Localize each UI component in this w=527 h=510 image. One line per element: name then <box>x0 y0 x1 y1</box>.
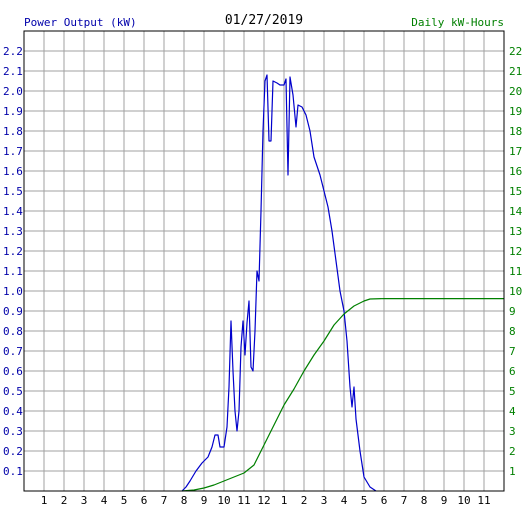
left-tick-label: 1.5 <box>3 185 23 198</box>
x-tick-label: 7 <box>161 494 168 507</box>
right-tick-label: 6 <box>509 365 516 378</box>
power-line <box>181 74 377 492</box>
left-tick-label: 2.1 <box>3 65 23 78</box>
left-tick-label: 0.8 <box>3 325 23 338</box>
left-tick-label: 1.3 <box>3 225 23 238</box>
x-tick-label: 3 <box>81 494 88 507</box>
x-tick-label: 1 <box>41 494 48 507</box>
left-tick-label: 1.2 <box>3 245 23 258</box>
chart-title: 01/27/2019 <box>225 13 303 28</box>
x-tick-label: 2 <box>301 494 308 507</box>
right-tick-label: 3 <box>509 425 516 438</box>
right-tick-label: 17 <box>509 145 522 158</box>
left-tick-label: 1.7 <box>3 145 23 158</box>
left-tick-label: 0.2 <box>3 445 23 458</box>
right-tick-label: 18 <box>509 125 522 138</box>
plot-frame <box>23 30 505 492</box>
x-tick-label: 3 <box>321 494 328 507</box>
grid-lines <box>24 31 504 491</box>
x-tick-label: 2 <box>61 494 68 507</box>
left-tick-label: 0.6 <box>3 365 23 378</box>
right-tick-label: 4 <box>509 405 516 418</box>
right-tick-label: 15 <box>509 185 522 198</box>
right-tick-label: 2 <box>509 445 516 458</box>
right-tick-label: 7 <box>509 345 516 358</box>
left-tick-label: 1.1 <box>3 265 23 278</box>
left-axis-label: Power Output (kW) <box>24 16 137 29</box>
x-tick-label: 9 <box>201 494 208 507</box>
left-tick-label: 1.6 <box>3 165 23 178</box>
right-tick-label: 5 <box>509 385 516 398</box>
x-tick-label: 12 <box>257 494 270 507</box>
x-tick-label: 10 <box>457 494 470 507</box>
left-tick-label: 0.9 <box>3 305 23 318</box>
x-tick-label: 10 <box>217 494 230 507</box>
left-tick-label: 0.5 <box>3 385 23 398</box>
left-tick-label: 1.0 <box>3 285 23 298</box>
right-tick-label: 22 <box>509 45 522 58</box>
left-tick-label: 1.8 <box>3 125 23 138</box>
left-tick-label: 0.4 <box>3 405 23 418</box>
series-lines <box>181 74 504 492</box>
x-tick-label: 9 <box>441 494 448 507</box>
right-tick-label: 20 <box>509 85 522 98</box>
right-tick-label: 1 <box>509 465 516 478</box>
axes <box>23 30 505 492</box>
left-tick-label: 0.1 <box>3 465 23 478</box>
x-tick-label: 6 <box>141 494 148 507</box>
left-tick-label: 0.7 <box>3 345 23 358</box>
right-tick-label: 9 <box>509 305 516 318</box>
x-tick-label: 7 <box>401 494 408 507</box>
right-tick-label: 21 <box>509 65 522 78</box>
x-tick-label: 4 <box>101 494 108 507</box>
tick-labels: 0.1 0.2 0.3 0.4 0.5 0.6 0.7 0.8 0.9 1.0 1.1 1.2 1.3 1… <box>3 45 523 507</box>
left-tick-label: 0.3 <box>3 425 23 438</box>
energy-line <box>181 298 504 492</box>
right-tick-label: 10 <box>509 285 522 298</box>
right-tick-label: 13 <box>509 225 522 238</box>
right-tick-label: 8 <box>509 325 516 338</box>
right-tick-label: 19 <box>509 105 522 118</box>
x-tick-label: 11 <box>477 494 490 507</box>
right-tick-label: 14 <box>509 205 523 218</box>
left-tick-label: 2.0 <box>3 85 23 98</box>
x-tick-label: 11 <box>237 494 250 507</box>
left-tick-label: 1.4 <box>3 205 23 218</box>
x-tick-label: 6 <box>381 494 388 507</box>
right-tick-label: 16 <box>509 165 522 178</box>
left-tick-label: 1.9 <box>3 105 23 118</box>
x-tick-label: 8 <box>421 494 428 507</box>
left-tick-label: 2.2 <box>3 45 23 58</box>
right-axis-label: Daily kW-Hours <box>411 16 504 29</box>
x-tick-label: 5 <box>361 494 368 507</box>
right-tick-label: 12 <box>509 245 522 258</box>
x-tick-label: 5 <box>121 494 128 507</box>
x-tick-label: 4 <box>341 494 348 507</box>
x-tick-label: 1 <box>281 494 288 507</box>
x-tick-label: 8 <box>181 494 188 507</box>
right-tick-label: 11 <box>509 265 522 278</box>
